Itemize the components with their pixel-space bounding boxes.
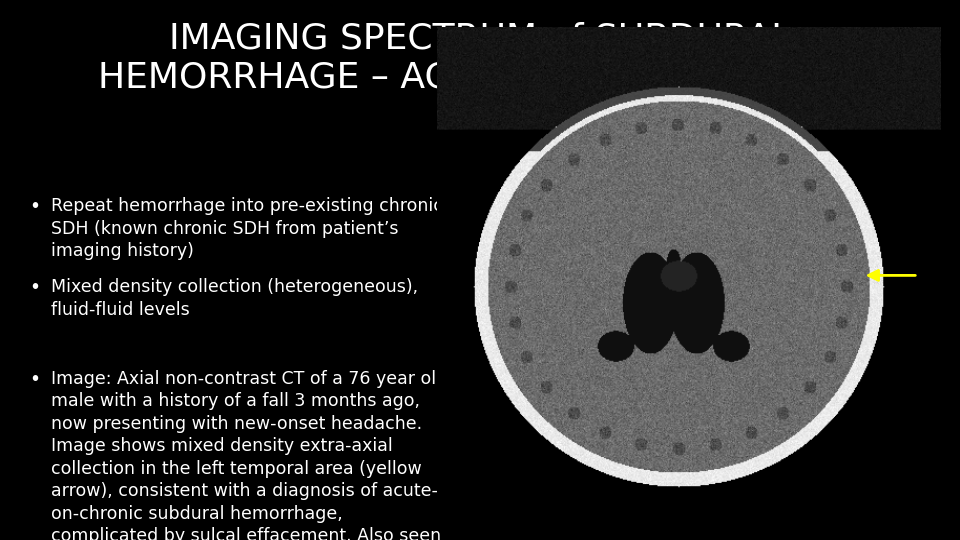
Text: Image: Axial non-contrast CT of a 76 year old
male with a history of a fall 3 mo: Image: Axial non-contrast CT of a 76 yea…: [51, 370, 447, 540]
Text: Repeat hemorrhage into pre-existing chronic
SDH (known chronic SDH from patient’: Repeat hemorrhage into pre-existing chro…: [51, 197, 443, 260]
Text: •: •: [29, 197, 40, 216]
Text: IMAGING SPECTRUM of SUBDURAL
HEMORRHAGE – ACUTE-ON-CHRONIC SDH: IMAGING SPECTRUM of SUBDURAL HEMORRHAGE …: [99, 22, 861, 95]
Text: Mixed density collection (heterogeneous),
fluid-fluid levels: Mixed density collection (heterogeneous)…: [51, 278, 418, 319]
Text: •: •: [29, 278, 40, 297]
Text: •: •: [29, 370, 40, 389]
